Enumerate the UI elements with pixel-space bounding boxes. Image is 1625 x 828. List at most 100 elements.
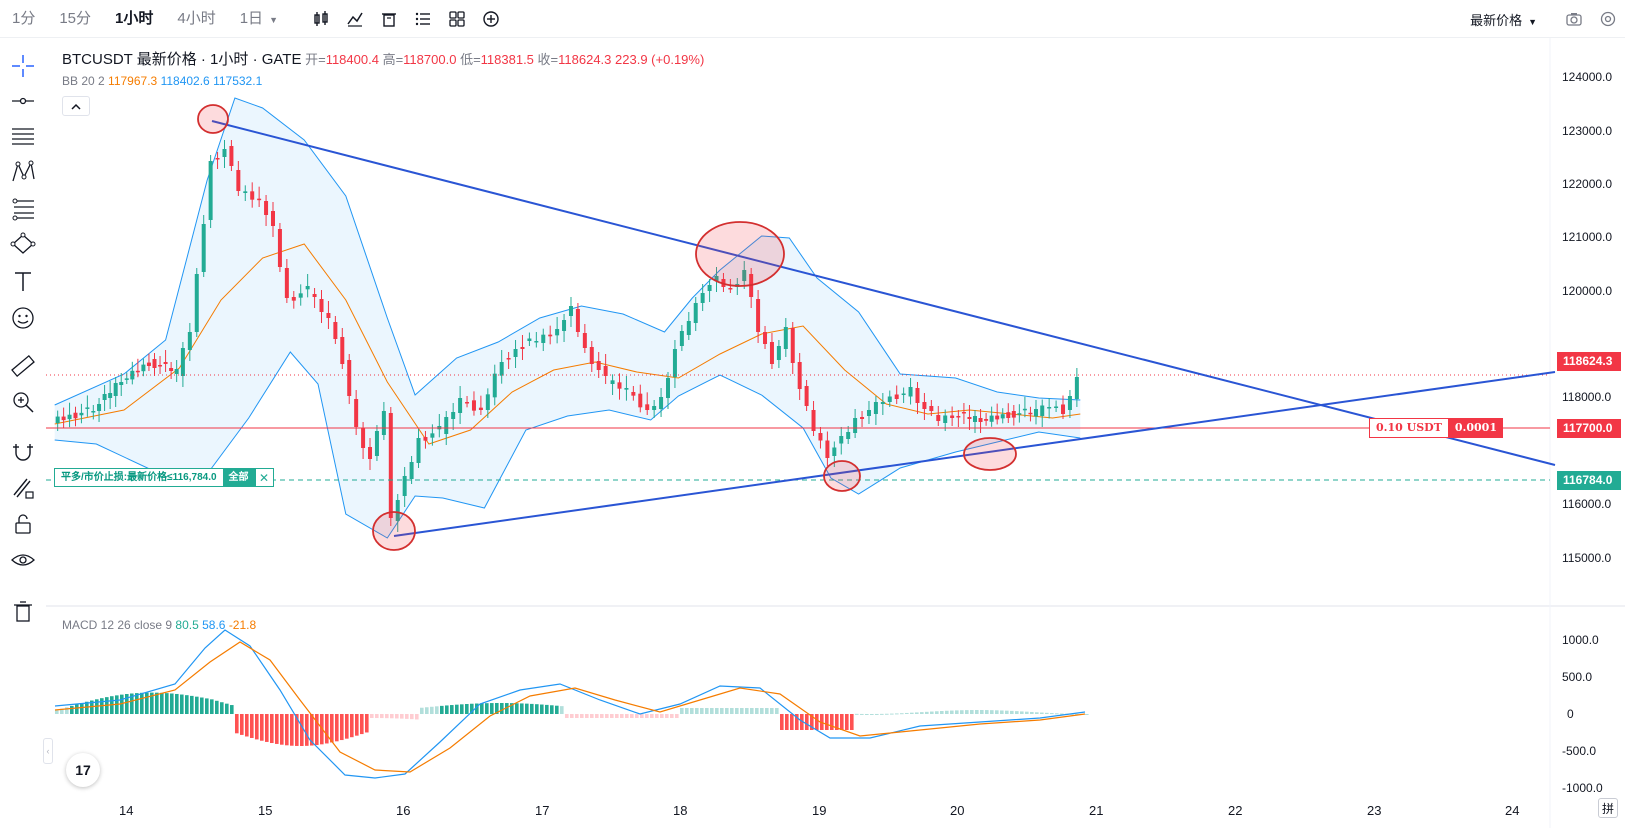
- tradingview-logo[interactable]: 17: [66, 753, 100, 787]
- macd-histogram-bar: [815, 714, 819, 730]
- macd-histogram-bar: [570, 714, 574, 718]
- macd-histogram-bar: [205, 698, 209, 714]
- close-icon[interactable]: ✕: [254, 469, 273, 486]
- trash-icon[interactable]: [6, 595, 40, 627]
- macd-histogram-bar: [1020, 711, 1024, 714]
- bb-legend[interactable]: BB 20 2 117967.3 118402.6 117532.1: [62, 74, 262, 88]
- macd-histogram-bar: [85, 701, 89, 714]
- candle-body: [250, 191, 255, 200]
- toolbar-collapse-handle[interactable]: ‹: [43, 738, 53, 764]
- candle-body: [180, 348, 185, 376]
- lock-icon[interactable]: [6, 508, 40, 540]
- stop-price-tag: 116784.0: [1557, 471, 1621, 490]
- timeframe-3[interactable]: 4小时: [165, 0, 227, 38]
- text-icon[interactable]: [6, 265, 40, 297]
- stop-order-tag[interactable]: 平多/市价止损:最新价格≤116,784.0 全部 ✕: [54, 468, 274, 487]
- price-type-dropdown[interactable]: 最新价格 ▼: [1462, 10, 1557, 29]
- pattern-icon[interactable]: [6, 156, 40, 188]
- horizontal-lines-icon[interactable]: [6, 120, 40, 152]
- macd-histogram-bar: [885, 713, 889, 715]
- stop-order-all-button[interactable]: 全部: [222, 469, 255, 486]
- candle-body: [73, 412, 78, 419]
- macd-histogram-bar: [235, 714, 239, 734]
- timeframe-4[interactable]: 1日 ▼: [228, 0, 290, 38]
- candle-body: [936, 415, 941, 421]
- fib-icon[interactable]: [6, 192, 40, 224]
- candle-body: [1017, 413, 1022, 415]
- camera-icon[interactable]: [1557, 0, 1591, 38]
- legend-collapse-button[interactable]: [62, 96, 90, 116]
- candle-body: [887, 396, 892, 402]
- candle-body: [797, 362, 802, 389]
- candle-body: [915, 388, 920, 403]
- candle-body: [638, 393, 643, 408]
- macd-histogram-bar: [615, 714, 619, 718]
- candle-body: [485, 394, 490, 410]
- candle-body: [388, 413, 393, 518]
- macd-histogram-bar: [435, 706, 439, 714]
- candle-body: [277, 229, 282, 267]
- delete-icon[interactable]: [372, 0, 406, 38]
- candle-body: [978, 418, 983, 422]
- symbol-title[interactable]: BTCUSDT 最新价格 · 1小时 · GATE: [62, 51, 302, 68]
- shapes-icon[interactable]: [6, 228, 40, 260]
- indicators-icon[interactable]: [338, 0, 372, 38]
- macd-histogram-bar: [610, 714, 614, 718]
- macd-histogram-bar: [195, 696, 199, 714]
- settings-icon[interactable]: [1591, 0, 1625, 38]
- timeframe-0[interactable]: 1分: [0, 0, 47, 38]
- macd-histogram-bar: [725, 708, 729, 714]
- left-toolbar: [0, 38, 46, 828]
- ruler-icon[interactable]: [6, 350, 40, 382]
- macd-histogram-bar: [760, 708, 764, 714]
- candle-body: [187, 332, 192, 350]
- macd-histogram-bar: [575, 714, 579, 718]
- macd-histogram-bar: [410, 714, 414, 720]
- macd-histogram-bar: [990, 710, 994, 714]
- candle-body: [783, 327, 788, 349]
- timeframe-2[interactable]: 1小时: [103, 0, 165, 38]
- macd-histogram-bar: [55, 710, 59, 714]
- macd-histogram-bar: [470, 703, 474, 714]
- timeframe-1[interactable]: 15分: [47, 0, 103, 38]
- add-icon[interactable]: [474, 0, 508, 38]
- eye-icon[interactable]: [6, 544, 40, 576]
- macd-axis-label: -500.0: [1562, 744, 1597, 758]
- candle-body: [361, 428, 366, 448]
- zoom-icon[interactable]: [6, 386, 40, 418]
- macd-histogram-bar: [325, 714, 329, 744]
- macd-histogram-bar: [140, 692, 144, 714]
- emoji-icon[interactable]: [6, 302, 40, 334]
- candle-body: [513, 349, 518, 357]
- macd-legend[interactable]: MACD 12 26 close 9 80.5 58.6 -21.8: [62, 618, 256, 632]
- macd-histogram-bar: [790, 714, 794, 730]
- list-icon[interactable]: [406, 0, 440, 38]
- macd-histogram-bar: [700, 708, 704, 714]
- time-axis-label: 19: [812, 803, 827, 818]
- candle-body: [548, 334, 553, 337]
- macd-histogram-bar: [805, 714, 809, 730]
- candle-body: [61, 416, 66, 421]
- macd-histogram-bar: [865, 713, 869, 715]
- candle-body: [298, 293, 303, 298]
- candles-icon[interactable]: [304, 0, 338, 38]
- macd-histogram-bar: [900, 713, 904, 715]
- crosshair-icon[interactable]: [6, 50, 40, 82]
- layouts-icon[interactable]: [440, 0, 474, 38]
- candle-body: [728, 288, 733, 290]
- candle-body: [340, 337, 345, 364]
- candle-body: [541, 334, 546, 343]
- macd-histogram-bar: [1060, 713, 1064, 715]
- trend-line-icon[interactable]: [6, 85, 40, 117]
- candle-body: [659, 397, 664, 409]
- macd-histogram-bar: [220, 702, 224, 714]
- open-value: 118400.4: [325, 52, 379, 67]
- auto-scale-button[interactable]: 拼: [1598, 798, 1618, 818]
- position-tag[interactable]: 0.10 USDT 0.0001: [1369, 418, 1503, 438]
- pencil-lock-icon[interactable]: [6, 472, 40, 504]
- candle-body: [804, 386, 809, 406]
- candle-body: [693, 303, 698, 323]
- magnet-icon[interactable]: [6, 436, 40, 468]
- candle-body: [922, 402, 927, 409]
